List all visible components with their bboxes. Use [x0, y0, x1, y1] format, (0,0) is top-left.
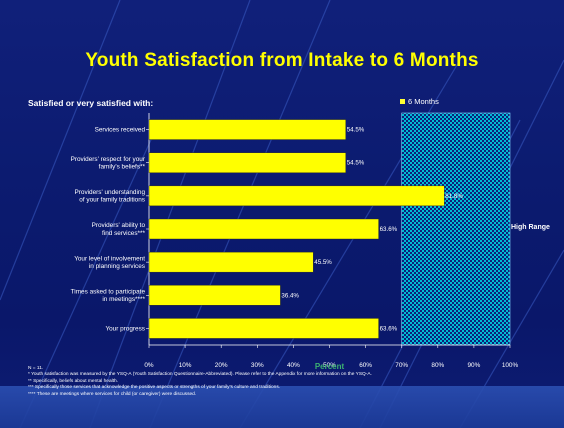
category-label: Times asked to participate in meetings***… — [71, 288, 146, 303]
chart-legend: 6 Months — [400, 97, 439, 106]
x-tick-label: 80% — [431, 362, 444, 369]
bar-data-label: 54.5% — [347, 160, 365, 167]
bar-data-label: 45.5% — [314, 259, 332, 266]
bar-data-label: 81.8% — [445, 193, 463, 200]
category-label-line: Your level of involvement — [74, 255, 145, 262]
x-tick-label: 40% — [287, 362, 300, 369]
bar — [148, 119, 346, 140]
bar — [148, 251, 314, 273]
bar — [148, 152, 346, 173]
legend-label: 6 Months — [408, 97, 439, 106]
category-label-line: Services received — [95, 127, 146, 134]
x-tick-label: 0% — [144, 362, 154, 369]
bar — [148, 318, 379, 339]
category-label: Providers' understanding of your family t… — [75, 189, 146, 204]
category-label: Providers' ability to find services*** — [92, 222, 146, 237]
bar — [148, 285, 281, 306]
footnote-n: N = 11. — [28, 366, 44, 371]
x-tick-label: 50% — [323, 362, 336, 369]
category-label: Your progress — [105, 325, 145, 332]
bar — [148, 218, 379, 240]
category-label-line: Providers' respect for your — [71, 156, 146, 163]
footnotes: N = 11. * Youth satisfaction was measure… — [28, 366, 372, 398]
x-tick-label: 70% — [395, 362, 408, 369]
legend-swatch — [400, 99, 405, 104]
bar-data-label: 63.6% — [380, 226, 398, 233]
chart-subtitle: Satisfied or very satisfied with: — [28, 98, 154, 108]
x-tick-label: 90% — [468, 362, 481, 369]
x-axis-title: Percent — [315, 362, 345, 371]
high-range-label: High Range — [511, 224, 550, 231]
slide-title: Youth Satisfaction from Intake to 6 Mont… — [85, 50, 479, 71]
category-label-line: Providers' understanding — [75, 189, 146, 196]
footnote-1: * Youth satisfaction was measured by the… — [28, 372, 372, 378]
bar-data-label: 54.5% — [347, 127, 365, 134]
bar-data-label: 36.4% — [281, 292, 299, 299]
category-label-line: Times asked to participate — [71, 288, 146, 295]
category-label-line: Providers' ability to — [92, 222, 146, 229]
high-range-region — [401, 112, 511, 346]
category-label: Providers' respect for your family's beli… — [71, 156, 146, 171]
category-label-line: family's beliefs** — [99, 164, 146, 171]
bottom-band — [0, 386, 564, 428]
footnote-3: *** Specifically those services that ack… — [28, 385, 281, 391]
footnote-2: ** Specifically, beliefs about mental he… — [28, 378, 119, 384]
category-label-line: of your family traditions — [79, 197, 145, 204]
bar-data-label: 63.6% — [380, 325, 398, 332]
x-tick-label: 10% — [179, 362, 192, 369]
x-tick-label: 100% — [502, 362, 519, 369]
x-tick-label: 20% — [215, 362, 228, 369]
category-label-line: Your progress — [105, 325, 145, 332]
x-tick-label: 60% — [359, 362, 372, 369]
x-tick-label: 30% — [251, 362, 264, 369]
category-label-line: find services*** — [102, 230, 145, 237]
category-label-line: in meetings**** — [102, 296, 145, 303]
category-label-line: in planning services — [89, 263, 145, 270]
footnote-4: **** These are meetings where services f… — [28, 391, 197, 397]
category-label: Services received — [95, 127, 146, 134]
category-label: Your level of involvement in planning ser… — [74, 255, 145, 270]
bar — [148, 185, 445, 207]
